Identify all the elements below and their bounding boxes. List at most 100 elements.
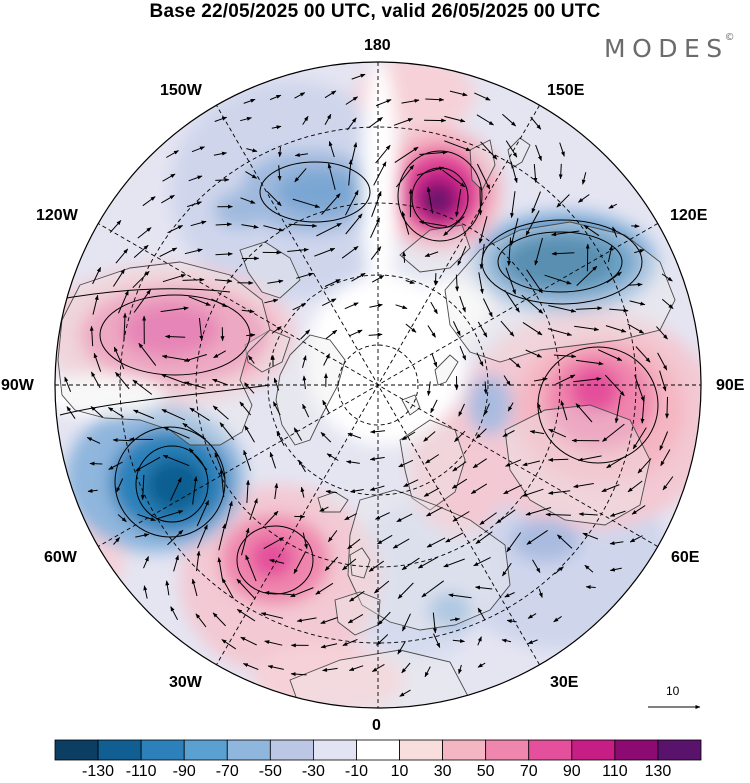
wind-vector-arrow [577, 455, 602, 462]
wind-vector-arrow [627, 282, 643, 287]
wind-vector-arrow [405, 280, 415, 284]
wind-vector-arrow [287, 247, 309, 252]
wind-vector-arrow [423, 431, 436, 442]
wind-vector-arrow [476, 352, 484, 367]
modes-logo: MODES© [604, 32, 739, 63]
wind-vector-arrow [164, 334, 186, 339]
wind-vector-arrow [274, 482, 279, 500]
wind-vector-arrow [504, 289, 520, 313]
wind-vector-arrow [401, 557, 420, 571]
wind-vector-arrow [505, 140, 518, 158]
wind-vector-arrow [504, 592, 515, 598]
wind-vector-arrow [243, 98, 256, 104]
wind-vector-arrow [323, 353, 330, 366]
wind-vector-arrow [346, 117, 357, 131]
wind-vector-arrow [557, 534, 573, 549]
contour-line [55, 288, 231, 301]
wind-vector-arrow [604, 374, 625, 397]
wind-vector-arrow [376, 634, 389, 646]
wind-vector-arrow [325, 489, 338, 494]
wind-vector-arrow [475, 531, 493, 545]
wind-vector-arrow [479, 243, 485, 270]
wind-vector-arrow [433, 273, 438, 286]
wind-vector-arrow [403, 479, 419, 488]
wind-vector-arrow [302, 532, 308, 550]
wind-vector-arrow [525, 210, 540, 236]
wind-vector-arrow [260, 612, 284, 619]
lon-label-90w: 90W [1, 377, 34, 394]
wind-vector-arrow [300, 329, 311, 340]
wind-vector-arrow [401, 211, 410, 235]
wind-vector-arrow [122, 312, 127, 341]
wind-vector-arrow [556, 194, 570, 208]
wind-vector-arrow [321, 193, 341, 215]
anomaly-blue-sw [145, 457, 205, 513]
wind-vector-arrow [302, 115, 309, 125]
wind-vector-arrow [637, 458, 652, 474]
lon-label-0: 0 [372, 717, 381, 734]
wind-vector-arrow [474, 92, 491, 101]
wind-vector-arrow [182, 277, 205, 282]
wind-vector-arrow [609, 567, 622, 572]
wind-vector-arrow [188, 296, 211, 306]
wind-vector-arrow [224, 500, 233, 529]
wind-vector-arrow [244, 425, 255, 443]
wind-vector-arrow [506, 619, 517, 624]
wind-vector-arrow [348, 159, 353, 186]
wind-vector-arrow [241, 309, 255, 314]
wind-vector-arrow [221, 639, 237, 650]
wind-vector-arrow [607, 245, 613, 263]
wind-vector-arrow [426, 537, 446, 548]
wind-vector-arrow [661, 273, 673, 282]
wind-vector-arrow [534, 237, 543, 266]
wind-vector-arrow [448, 593, 472, 599]
wind-vector-arrow [236, 578, 256, 600]
wind-vector-arrow [530, 116, 542, 130]
wind-vector-arrow [368, 560, 385, 572]
wind-vector-arrow [347, 433, 362, 439]
colorbar-tick-label: 130 [644, 763, 672, 780]
wind-vector-arrow [321, 298, 337, 307]
wind-vector-arrow [344, 189, 359, 216]
wind-vector-arrow [346, 460, 360, 465]
wind-vector-arrow [375, 144, 391, 164]
wind-vector-arrow [500, 320, 515, 337]
wind-vector-arrow [142, 196, 156, 207]
wind-vector-arrow [612, 226, 618, 238]
wind-vector-arrow [533, 164, 538, 183]
wind-vector-arrow [445, 532, 464, 543]
wind-vector-arrow [64, 376, 72, 392]
colorbar-tick-label: 10 [390, 763, 409, 780]
wind-vector-arrow [324, 279, 341, 287]
wind-vector-arrow [267, 279, 284, 284]
scandinavia [399, 419, 466, 511]
anomaly-blue-nw [276, 170, 364, 214]
colorbar-tick-label: 90 [562, 763, 581, 780]
wind-vector-arrow [161, 409, 186, 421]
wind-vector-arrow [526, 529, 548, 545]
wind-vector-arrow [408, 188, 413, 218]
wind-vector-arrow [263, 537, 285, 550]
wind-vector-arrow [634, 249, 645, 254]
wind-vector-arrow [544, 274, 572, 285]
wind-vector-arrow [548, 490, 571, 495]
wind-vector-arrow [184, 381, 206, 389]
wind-vector-arrow [424, 666, 431, 678]
wind-vector-arrow [212, 612, 226, 627]
wind-vector-arrow [113, 537, 120, 545]
wind-vector-arrow [483, 381, 488, 395]
wind-vector-arrow [264, 640, 283, 646]
wind-vector-arrow [133, 409, 155, 419]
wind-vector-arrow [107, 407, 124, 418]
wind-vector-arrow [660, 449, 671, 467]
graticule [55, 62, 701, 708]
wind-vector-arrow [245, 554, 257, 582]
wind-vector-arrow [196, 550, 201, 572]
wind-vector-arrow [327, 163, 336, 190]
wind-vector-arrow [472, 458, 487, 469]
wind-vector-arrow [482, 298, 493, 318]
meridian-30e-150w [216, 105, 540, 665]
kamchatka [469, 139, 496, 191]
wind-vector-arrow [601, 484, 620, 493]
wind-vector-arrow [245, 479, 250, 504]
